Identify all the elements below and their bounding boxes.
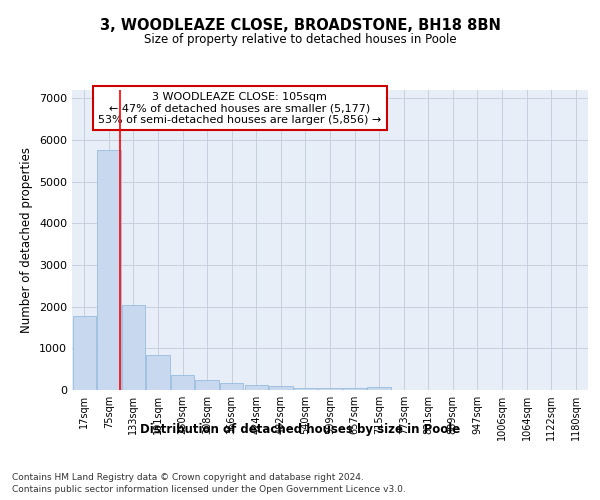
Text: Size of property relative to detached houses in Poole: Size of property relative to detached ho… [143, 32, 457, 46]
Text: Contains public sector information licensed under the Open Government Licence v3: Contains public sector information licen… [12, 485, 406, 494]
Bar [196, 380, 219, 390]
Bar [294, 388, 317, 390]
Text: 3, WOODLEAZE CLOSE, BROADSTONE, BH18 8BN: 3, WOODLEAZE CLOSE, BROADSTONE, BH18 8BN [100, 18, 500, 32]
Bar [245, 385, 268, 390]
Bar [146, 356, 170, 390]
Bar [269, 386, 293, 390]
Bar [319, 388, 341, 390]
Text: 3 WOODLEAZE CLOSE: 105sqm
← 47% of detached houses are smaller (5,177)
53% of se: 3 WOODLEAZE CLOSE: 105sqm ← 47% of detac… [98, 92, 382, 124]
Y-axis label: Number of detached properties: Number of detached properties [20, 147, 34, 333]
Bar [122, 304, 145, 390]
Bar [171, 374, 194, 390]
Bar [97, 150, 121, 390]
Bar [343, 388, 366, 390]
Text: Contains HM Land Registry data © Crown copyright and database right 2024.: Contains HM Land Registry data © Crown c… [12, 472, 364, 482]
Bar [220, 382, 244, 390]
Bar [73, 316, 96, 390]
Bar [367, 386, 391, 390]
Text: Distribution of detached houses by size in Poole: Distribution of detached houses by size … [140, 422, 460, 436]
